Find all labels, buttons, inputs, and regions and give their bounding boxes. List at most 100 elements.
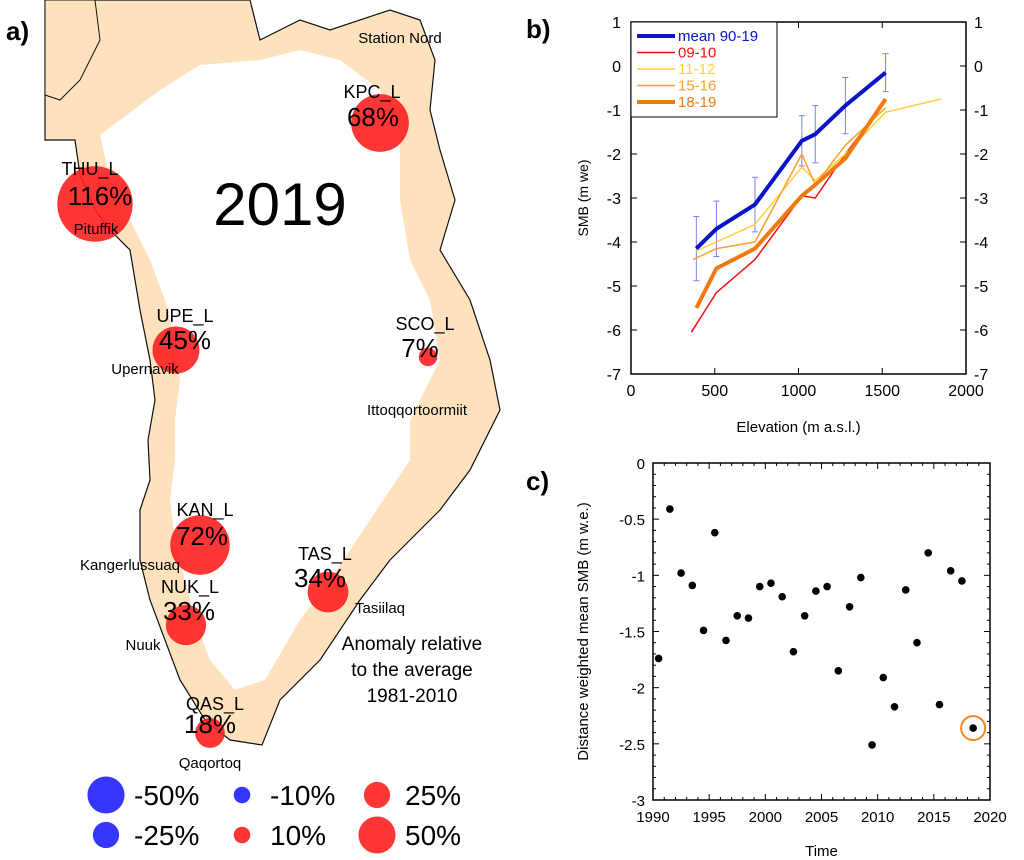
y-axis-label: Distance weighted mean SMB (m w.e.) [575,502,592,760]
annotation-line: 1981-2010 [367,686,458,707]
y-tick-label-right: -2 [974,147,988,164]
station-bubble [57,166,133,242]
legend-label: 50% [405,820,461,851]
x-tick-label: 2015 [917,809,950,826]
legend-item: 10% [233,820,326,851]
legend-bubble [363,781,391,809]
legend-label: 18-19 [678,94,716,111]
data-point [800,611,809,620]
place-name: Station Nord [358,30,441,47]
station-anomaly-value: 34% [294,563,346,593]
x-axis-label: Time [805,843,838,860]
y-tick-label: -7 [607,367,621,384]
data-point [722,636,730,645]
station-anomaly-value: 116% [68,181,133,211]
legend-label: 09-10 [678,45,716,62]
data-point [789,647,798,656]
legend-item: -25% [92,820,199,851]
station-code: NUK_L [161,577,219,598]
station-sco-l: SCO_L7% Ittoqqortoormiit [367,314,468,419]
data-point [924,549,933,557]
y-tick-label-right: -6 [974,323,988,340]
station-bubble [418,347,438,367]
legend-bubble [87,776,125,814]
legend-label: mean 90-19 [678,28,758,45]
station-bubble [165,604,207,646]
station-bubble [351,94,409,152]
data-point [834,667,843,675]
legend-label: -50% [134,780,199,811]
legend-item: 50% [358,816,461,854]
station-bubble [307,571,349,613]
station-anomaly-value: 72% [176,521,228,551]
station-code: KAN_L [176,500,233,521]
x-tick-label: 1500 [864,383,900,400]
station-qas-l: QAS_L18% Qaqortoq [179,694,244,772]
station-code: SCO_L [395,314,454,335]
place-name: Tasiilaq [355,600,405,617]
station-anomaly-value: 18% [184,709,236,739]
y-tick-label: -1.5 [619,625,645,642]
y-tick-label-right: -4 [974,235,988,252]
place-name: Ittoqqortoormiit [367,402,468,419]
data-point [890,702,899,711]
station-bubble [195,718,225,748]
x-tick-label: 2020 [973,809,1006,826]
station-anomaly-value: 68% [347,102,399,132]
data-point [677,569,685,577]
data-point [812,587,820,595]
legend-label: 11-12 [678,61,715,78]
y-tick-label-right: -3 [974,191,988,208]
station-tas-l: TAS_L34% Tasiilaq [294,544,405,617]
legend-label: 10% [270,820,326,851]
y-tick-label-right: -7 [974,367,988,384]
data-point [744,614,753,622]
chart-c: 1990 1995 2000 2005 2010 2015 2020 -3 -2.5 -2 -1.5… [575,456,1007,860]
legend-item: 25% [363,780,461,811]
series-line-18-19 [694,97,888,309]
x-tick-label: 2010 [861,809,894,826]
y-axis-label: SMB (m we) [575,160,591,237]
panel-label-c: c) [526,466,550,496]
place-name: Upernavik [111,361,179,378]
panel-label-a: a) [6,16,30,46]
legend-bubble [233,826,251,844]
station-anomaly-value: 33% [163,596,215,626]
legend-label: -25% [134,820,199,851]
y-tick-label: -4 [607,235,621,252]
y-tick-label: -2.5 [619,737,645,754]
x-tick-label: 0 [627,383,636,400]
y-tick-label: -1 [632,568,645,585]
map-year-title: 2019 [213,171,346,238]
y-tick-label: -3 [607,191,621,208]
y-tick-label: 1 [612,15,621,32]
legend-label: 15-16 [678,78,716,95]
data-point [913,638,921,647]
y-tick-label-right: 0 [974,59,983,76]
data-point [935,700,944,709]
y-tick-label: -3 [632,793,645,810]
station-code: KPC_L [343,82,400,103]
station-anomaly-value: 7% [401,333,439,363]
x-tick-label: 500 [701,383,728,400]
data-point [778,592,786,601]
legend-item: -50% [87,776,199,814]
data-point [666,505,674,513]
data-point [823,582,831,591]
y-tick-label-right: -5 [974,279,988,296]
x-axis-label: Elevation (m a.s.l.) [736,419,860,436]
data-point [958,577,966,585]
legend-bubble [92,821,120,849]
data-point [710,528,719,537]
x-tick-label: 2000 [948,383,984,400]
annotation-line: Anomaly relative [342,634,482,655]
annotation-line: to the average [351,660,472,681]
data-point [879,673,888,682]
legend-item: -10% [233,780,335,811]
y-tick-label: -5 [607,279,621,296]
data-point [845,602,854,611]
